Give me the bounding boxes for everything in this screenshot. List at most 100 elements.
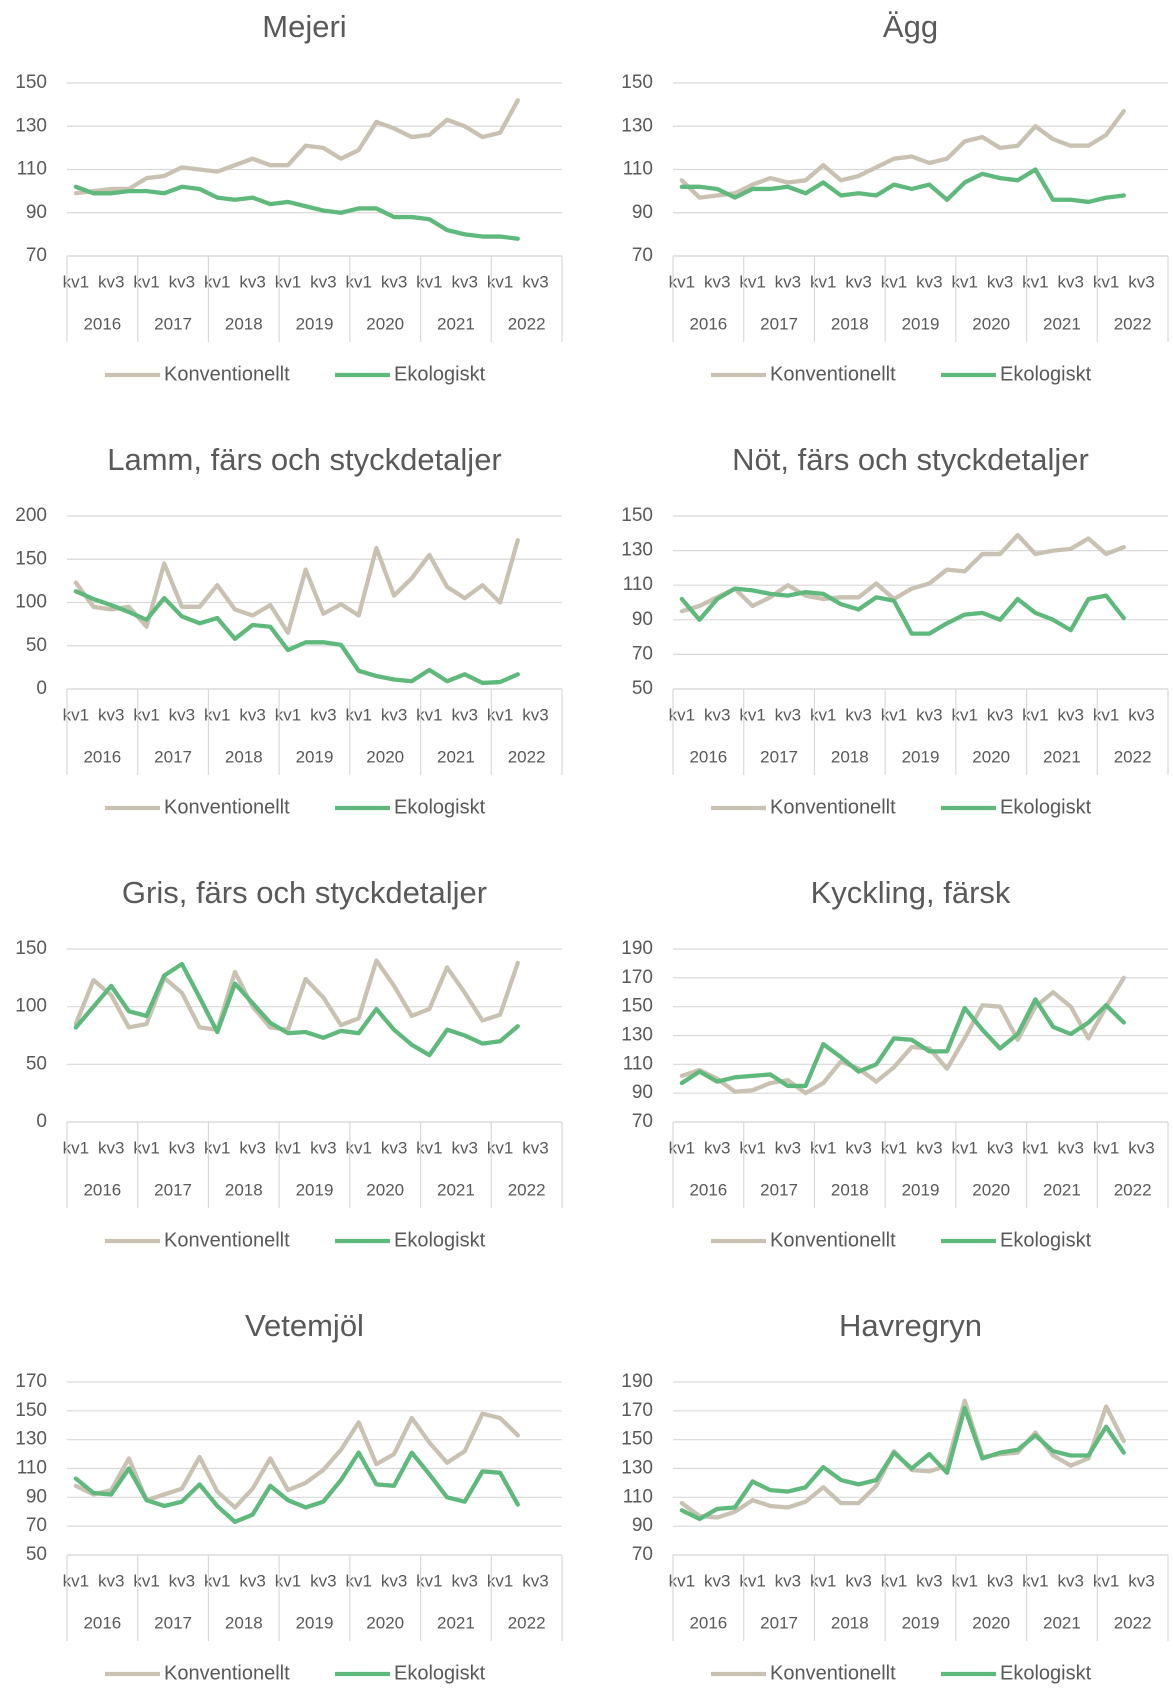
y-tick-label: 170 [621, 967, 653, 988]
x-tick-label: kv1 [133, 272, 159, 291]
x-tick-label: kv3 [845, 1571, 871, 1590]
y-tick-label: 90 [632, 609, 653, 630]
x-tick-label: kv1 [487, 1571, 513, 1590]
group-label: 2022 [1114, 314, 1152, 333]
group-label: 2018 [831, 314, 869, 333]
legend-label: Konventionellt [770, 363, 896, 385]
y-tick-label: 90 [632, 202, 653, 223]
group-label: 2022 [1114, 747, 1152, 766]
y-tick-label: 70 [632, 1544, 653, 1565]
legend-label: Ekologiskt [394, 796, 486, 818]
y-tick-label: 130 [621, 540, 653, 561]
legend-label: Ekologiskt [1000, 1229, 1092, 1251]
legend-label: Ekologiskt [394, 1229, 486, 1251]
x-tick-label: kv3 [916, 272, 942, 291]
y-tick-label: 90 [26, 1486, 47, 1507]
x-tick-label: kv3 [775, 1571, 801, 1590]
y-tick-label: 150 [621, 996, 653, 1017]
x-tick-label: kv3 [1058, 272, 1084, 291]
x-tick-label: kv3 [775, 705, 801, 724]
group-label: 2020 [972, 1180, 1010, 1199]
x-tick-label: kv3 [987, 272, 1013, 291]
x-tick-label: kv3 [845, 705, 871, 724]
x-tick-label: kv1 [951, 272, 977, 291]
x-tick-label: kv1 [810, 1571, 836, 1590]
series-line [679, 975, 1126, 1096]
y-tick-label: 100 [15, 996, 47, 1017]
x-tick-label: kv3 [704, 1138, 730, 1157]
series-line [679, 108, 1126, 200]
x-tick-label: kv1 [63, 272, 89, 291]
y-tick-label: 90 [26, 202, 47, 223]
y-tick-label: 170 [15, 1371, 47, 1392]
x-tick-label: kv1 [1093, 1571, 1119, 1590]
x-tick-label: kv3 [987, 1571, 1013, 1590]
legend-label: Konventionellt [770, 1662, 896, 1684]
group-label: 2017 [154, 1180, 192, 1199]
chart-title: Gris, färs och styckdetaljer [122, 875, 487, 910]
x-tick-label: kv3 [310, 272, 336, 291]
x-tick-label: kv1 [487, 1138, 513, 1157]
y-tick-label: 130 [621, 1458, 653, 1479]
legend-label: Konventionellt [164, 796, 290, 818]
group-label: 2021 [437, 314, 475, 333]
group-label: 2022 [508, 747, 546, 766]
x-tick-label: kv1 [345, 1138, 371, 1157]
chart-title: Lamm, färs och styckdetaljer [107, 442, 502, 477]
x-tick-label: kv3 [704, 272, 730, 291]
x-tick-label: kv1 [669, 272, 695, 291]
x-tick-label: kv3 [452, 272, 478, 291]
legend-label: Ekologiskt [1000, 363, 1092, 385]
chart-title: Kyckling, färsk [811, 875, 1011, 910]
x-tick-label: kv1 [204, 272, 230, 291]
x-tick-label: kv1 [1022, 705, 1048, 724]
group-label: 2017 [154, 314, 192, 333]
group-label: 2022 [1114, 1613, 1152, 1632]
legend-label: Ekologiskt [394, 1662, 486, 1684]
y-tick-label: 150 [15, 1400, 47, 1421]
y-tick-label: 150 [15, 548, 47, 569]
x-tick-label: kv3 [1128, 272, 1154, 291]
chart-title: Vetemjöl [245, 1308, 364, 1343]
y-tick-label: 70 [632, 1111, 653, 1132]
x-tick-label: kv1 [487, 705, 513, 724]
x-tick-label: kv3 [1128, 705, 1154, 724]
y-tick-label: 110 [17, 1458, 47, 1479]
y-tick-label: 170 [621, 1400, 653, 1421]
x-tick-label: kv3 [381, 272, 407, 291]
x-tick-label: kv3 [239, 272, 265, 291]
y-tick-label: 190 [621, 938, 653, 959]
y-tick-label: 110 [623, 1486, 653, 1507]
x-tick-label: kv3 [452, 1571, 478, 1590]
group-label: 2020 [972, 1613, 1010, 1632]
series-line [73, 98, 520, 196]
y-tick-label: 50 [632, 678, 653, 699]
x-tick-label: kv3 [916, 1138, 942, 1157]
y-tick-label: 130 [621, 115, 653, 136]
x-tick-label: kv3 [845, 1138, 871, 1157]
x-tick-label: kv3 [522, 705, 548, 724]
x-tick-label: kv1 [416, 705, 442, 724]
x-tick-label: kv1 [951, 705, 977, 724]
x-tick-label: kv1 [739, 272, 765, 291]
legend-label: Konventionellt [164, 1662, 290, 1684]
x-tick-label: kv3 [522, 1571, 548, 1590]
x-tick-label: kv1 [810, 705, 836, 724]
x-tick-label: kv3 [98, 272, 124, 291]
x-tick-label: kv1 [133, 1138, 159, 1157]
x-tick-label: kv1 [204, 1138, 230, 1157]
y-tick-label: 110 [623, 1053, 653, 1074]
x-tick-label: kv1 [1093, 272, 1119, 291]
group-label: 2020 [366, 314, 404, 333]
x-tick-label: kv1 [881, 272, 907, 291]
group-label: 2017 [760, 1180, 798, 1199]
group-label: 2016 [83, 1180, 121, 1199]
x-tick-label: kv1 [1093, 1138, 1119, 1157]
group-label: 2017 [154, 1613, 192, 1632]
group-label: 2019 [902, 1180, 940, 1199]
group-label: 2019 [296, 747, 334, 766]
x-tick-label: kv1 [810, 1138, 836, 1157]
group-label: 2018 [225, 747, 263, 766]
x-tick-label: kv3 [239, 1571, 265, 1590]
